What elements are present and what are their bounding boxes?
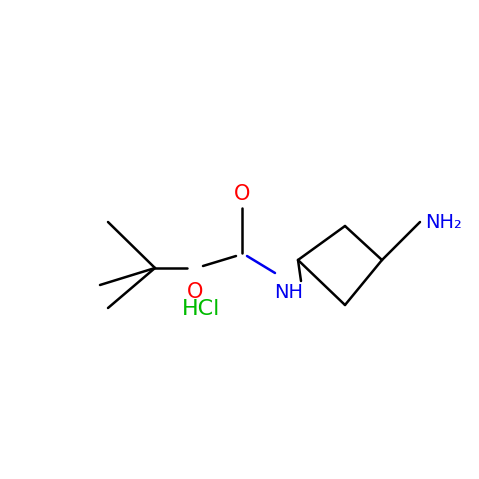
Text: O: O	[187, 282, 203, 302]
Text: NH₂: NH₂	[425, 213, 462, 231]
Text: O: O	[234, 184, 250, 204]
Text: HCl: HCl	[182, 299, 220, 319]
Text: NH: NH	[274, 283, 304, 302]
